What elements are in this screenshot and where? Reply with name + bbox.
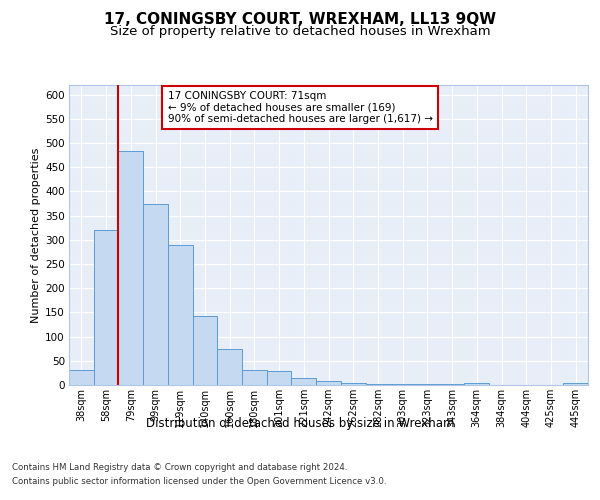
Bar [563,382,588,385]
Text: Contains HM Land Registry data © Crown copyright and database right 2024.: Contains HM Land Registry data © Crown c… [12,462,347,471]
Bar [143,204,168,385]
Text: Distribution of detached houses by size in Wrexham: Distribution of detached houses by size … [146,418,454,430]
Bar [292,378,316,385]
Bar [415,384,440,385]
Y-axis label: Number of detached properties: Number of detached properties [31,148,41,322]
Bar [69,370,94,385]
Bar [193,316,217,385]
Bar [168,244,193,385]
Bar [316,381,341,385]
Bar [267,372,292,385]
Text: 17 CONINGSBY COURT: 71sqm
← 9% of detached houses are smaller (169)
90% of semi-: 17 CONINGSBY COURT: 71sqm ← 9% of detach… [167,91,433,124]
Bar [118,152,143,385]
Text: Size of property relative to detached houses in Wrexham: Size of property relative to detached ho… [110,25,490,38]
Bar [217,348,242,385]
Text: Contains public sector information licensed under the Open Government Licence v3: Contains public sector information licen… [12,478,386,486]
Bar [365,384,390,385]
Bar [242,370,267,385]
Text: 17, CONINGSBY COURT, WREXHAM, LL13 9QW: 17, CONINGSBY COURT, WREXHAM, LL13 9QW [104,12,496,28]
Bar [341,382,365,385]
Bar [390,384,415,385]
Bar [440,384,464,385]
Bar [464,382,489,385]
Bar [94,230,118,385]
